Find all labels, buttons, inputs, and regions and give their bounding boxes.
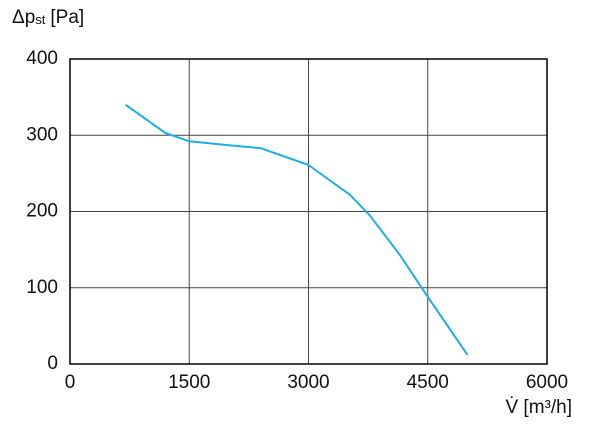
plot-frame <box>69 58 548 365</box>
x-tick-label: 1500 <box>168 372 210 393</box>
y-axis-label: Δpst [Pa] <box>12 7 84 28</box>
x-tick-label: 4500 <box>407 372 449 393</box>
y-tick-label: 100 <box>26 277 58 298</box>
x-tick-label: 3000 <box>287 372 329 393</box>
x-tick-label: 0 <box>65 372 76 393</box>
y-label-symbol: Δp <box>12 7 35 28</box>
y-label-unit: [Pa] <box>50 7 84 28</box>
y-tick-label: 300 <box>26 124 58 145</box>
x-tick-label: 6000 <box>526 372 568 393</box>
x-axis-label: V̇ [m³/h] <box>505 397 572 418</box>
curve <box>125 103 469 356</box>
y-label-subscript: st <box>35 12 46 27</box>
y-tick-label: 0 <box>47 353 58 374</box>
y-tick-label: 400 <box>26 48 58 69</box>
y-tick-label: 200 <box>26 201 58 222</box>
